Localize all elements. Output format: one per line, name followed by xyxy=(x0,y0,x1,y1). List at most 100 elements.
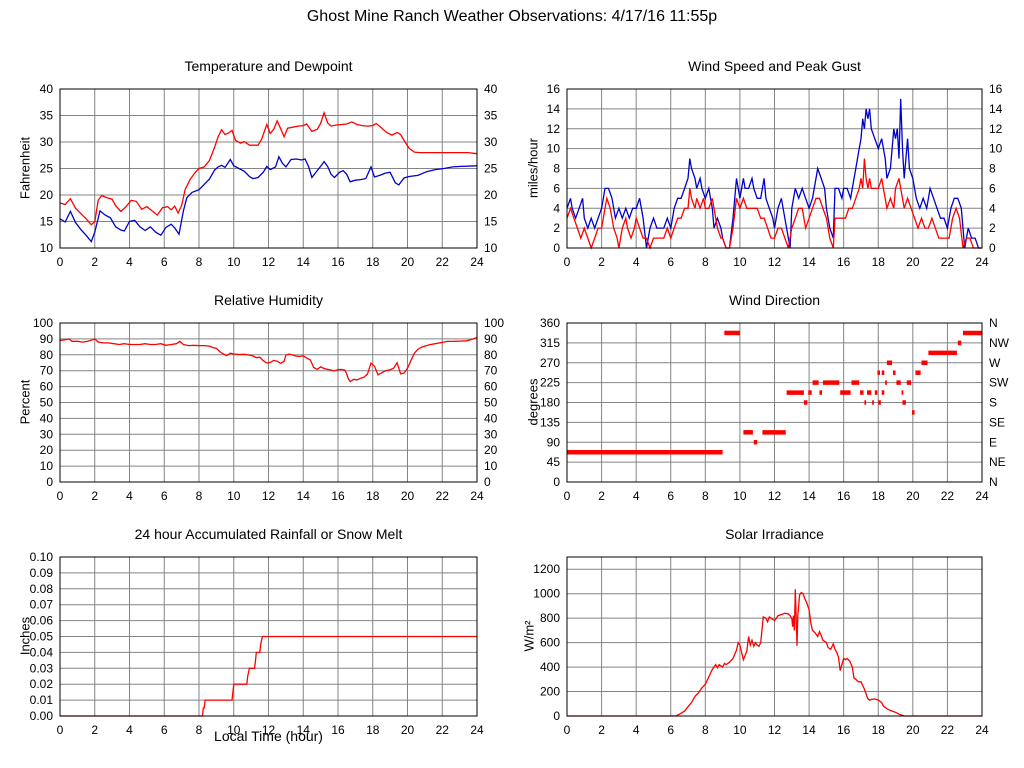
svg-text:8: 8 xyxy=(196,489,203,503)
svg-text:0.10: 0.10 xyxy=(30,550,54,564)
svg-text:10: 10 xyxy=(484,241,498,255)
svg-text:22: 22 xyxy=(941,489,955,503)
svg-text:16: 16 xyxy=(331,255,345,269)
svg-text:0: 0 xyxy=(57,489,64,503)
svg-text:24: 24 xyxy=(470,723,484,737)
svg-text:10: 10 xyxy=(547,142,561,156)
svg-text:90: 90 xyxy=(484,332,498,346)
svg-text:20: 20 xyxy=(401,489,415,503)
svg-text:70: 70 xyxy=(484,364,498,378)
svg-text:14: 14 xyxy=(989,102,1003,116)
svg-text:0: 0 xyxy=(989,241,996,255)
svg-text:0: 0 xyxy=(564,255,571,269)
svg-text:14: 14 xyxy=(297,723,311,737)
svg-text:12: 12 xyxy=(768,489,782,503)
wind-direction-plot: 0 2 4 6 8 10 12 14 16 18 20 22 240459013518022527031… xyxy=(540,316,1010,503)
svg-text:25: 25 xyxy=(40,162,54,176)
svg-text:10: 10 xyxy=(227,489,241,503)
svg-text:40: 40 xyxy=(40,411,54,425)
svg-text:14: 14 xyxy=(802,723,816,737)
svg-text:NW: NW xyxy=(989,336,1010,350)
chart-title-temperature: Temperature and Dewpoint xyxy=(184,58,353,74)
svg-text:90: 90 xyxy=(40,332,54,346)
svg-text:40: 40 xyxy=(484,411,498,425)
svg-text:8: 8 xyxy=(702,723,709,737)
svg-text:2: 2 xyxy=(598,723,605,737)
svg-text:6: 6 xyxy=(667,255,674,269)
svg-text:10: 10 xyxy=(989,142,1003,156)
svg-text:2: 2 xyxy=(553,221,560,235)
svg-text:0: 0 xyxy=(564,489,571,503)
svg-text:800: 800 xyxy=(540,611,560,625)
svg-text:14: 14 xyxy=(297,255,311,269)
svg-text:30: 30 xyxy=(484,427,498,441)
temperature-dewpoint-plot: 0 2 4 6 8 10 12 14 16 18 20 22 241015202530354010152… xyxy=(40,82,498,269)
svg-text:60: 60 xyxy=(40,380,54,394)
svg-text:14: 14 xyxy=(802,489,816,503)
svg-text:0.05: 0.05 xyxy=(30,630,54,644)
svg-text:0.06: 0.06 xyxy=(30,614,54,628)
svg-text:N: N xyxy=(989,475,998,489)
svg-text:18: 18 xyxy=(872,489,886,503)
svg-text:2: 2 xyxy=(91,255,98,269)
svg-text:35: 35 xyxy=(484,109,498,123)
svg-text:0: 0 xyxy=(553,241,560,255)
svg-text:12: 12 xyxy=(262,255,276,269)
svg-text:6: 6 xyxy=(161,489,168,503)
svg-text:10: 10 xyxy=(484,459,498,473)
svg-text:6: 6 xyxy=(161,723,168,737)
svg-text:2: 2 xyxy=(91,723,98,737)
svg-text:6: 6 xyxy=(553,181,560,195)
svg-text:400: 400 xyxy=(540,660,560,674)
svg-text:24: 24 xyxy=(975,489,989,503)
chart-title-wind-direction: Wind Direction xyxy=(728,292,821,308)
svg-text:70: 70 xyxy=(40,364,54,378)
svg-text:24: 24 xyxy=(975,723,989,737)
svg-text:20: 20 xyxy=(401,255,415,269)
svg-text:20: 20 xyxy=(906,255,920,269)
svg-text:0.01: 0.01 xyxy=(30,693,54,707)
svg-text:12: 12 xyxy=(768,723,782,737)
svg-text:16: 16 xyxy=(547,82,561,96)
svg-text:315: 315 xyxy=(540,336,560,350)
svg-text:15: 15 xyxy=(40,215,54,229)
svg-text:14: 14 xyxy=(297,489,311,503)
chart-title-humidity: Relative Humidity xyxy=(214,292,323,308)
svg-text:22: 22 xyxy=(436,255,450,269)
svg-text:8: 8 xyxy=(196,723,203,737)
svg-text:0.00: 0.00 xyxy=(30,709,54,723)
svg-text:N: N xyxy=(989,316,998,330)
svg-text:16: 16 xyxy=(331,723,345,737)
svg-text:2: 2 xyxy=(598,255,605,269)
svg-text:18: 18 xyxy=(366,489,380,503)
svg-text:10: 10 xyxy=(40,459,54,473)
svg-text:4: 4 xyxy=(633,489,640,503)
svg-text:100: 100 xyxy=(484,316,504,330)
wind-speed-gust-plot: 0 2 4 6 8 10 12 14 16 18 20 22 240246810121416024681… xyxy=(547,82,1003,269)
svg-text:20: 20 xyxy=(401,723,415,737)
rainfall-plot: 0 2 4 6 8 10 12 14 16 18 20 22 240.000.010.020.030.0… xyxy=(30,550,484,737)
svg-text:135: 135 xyxy=(540,415,560,429)
svg-text:40: 40 xyxy=(484,82,498,96)
svg-text:4: 4 xyxy=(553,201,560,215)
svg-text:22: 22 xyxy=(941,255,955,269)
svg-text:16: 16 xyxy=(331,489,345,503)
svg-text:4: 4 xyxy=(633,255,640,269)
svg-text:18: 18 xyxy=(366,255,380,269)
svg-text:1200: 1200 xyxy=(533,562,560,576)
svg-text:16: 16 xyxy=(989,82,1003,96)
svg-text:10: 10 xyxy=(733,255,747,269)
svg-text:22: 22 xyxy=(436,489,450,503)
svg-text:30: 30 xyxy=(484,135,498,149)
svg-text:80: 80 xyxy=(484,348,498,362)
svg-text:0.03: 0.03 xyxy=(30,661,54,675)
svg-text:6: 6 xyxy=(667,723,674,737)
svg-text:360: 360 xyxy=(540,316,560,330)
svg-text:0: 0 xyxy=(564,723,571,737)
svg-text:40: 40 xyxy=(40,82,54,96)
svg-text:24: 24 xyxy=(470,255,484,269)
svg-text:14: 14 xyxy=(547,102,561,116)
svg-text:12: 12 xyxy=(768,255,782,269)
svg-text:180: 180 xyxy=(540,396,560,410)
svg-text:0: 0 xyxy=(553,709,560,723)
